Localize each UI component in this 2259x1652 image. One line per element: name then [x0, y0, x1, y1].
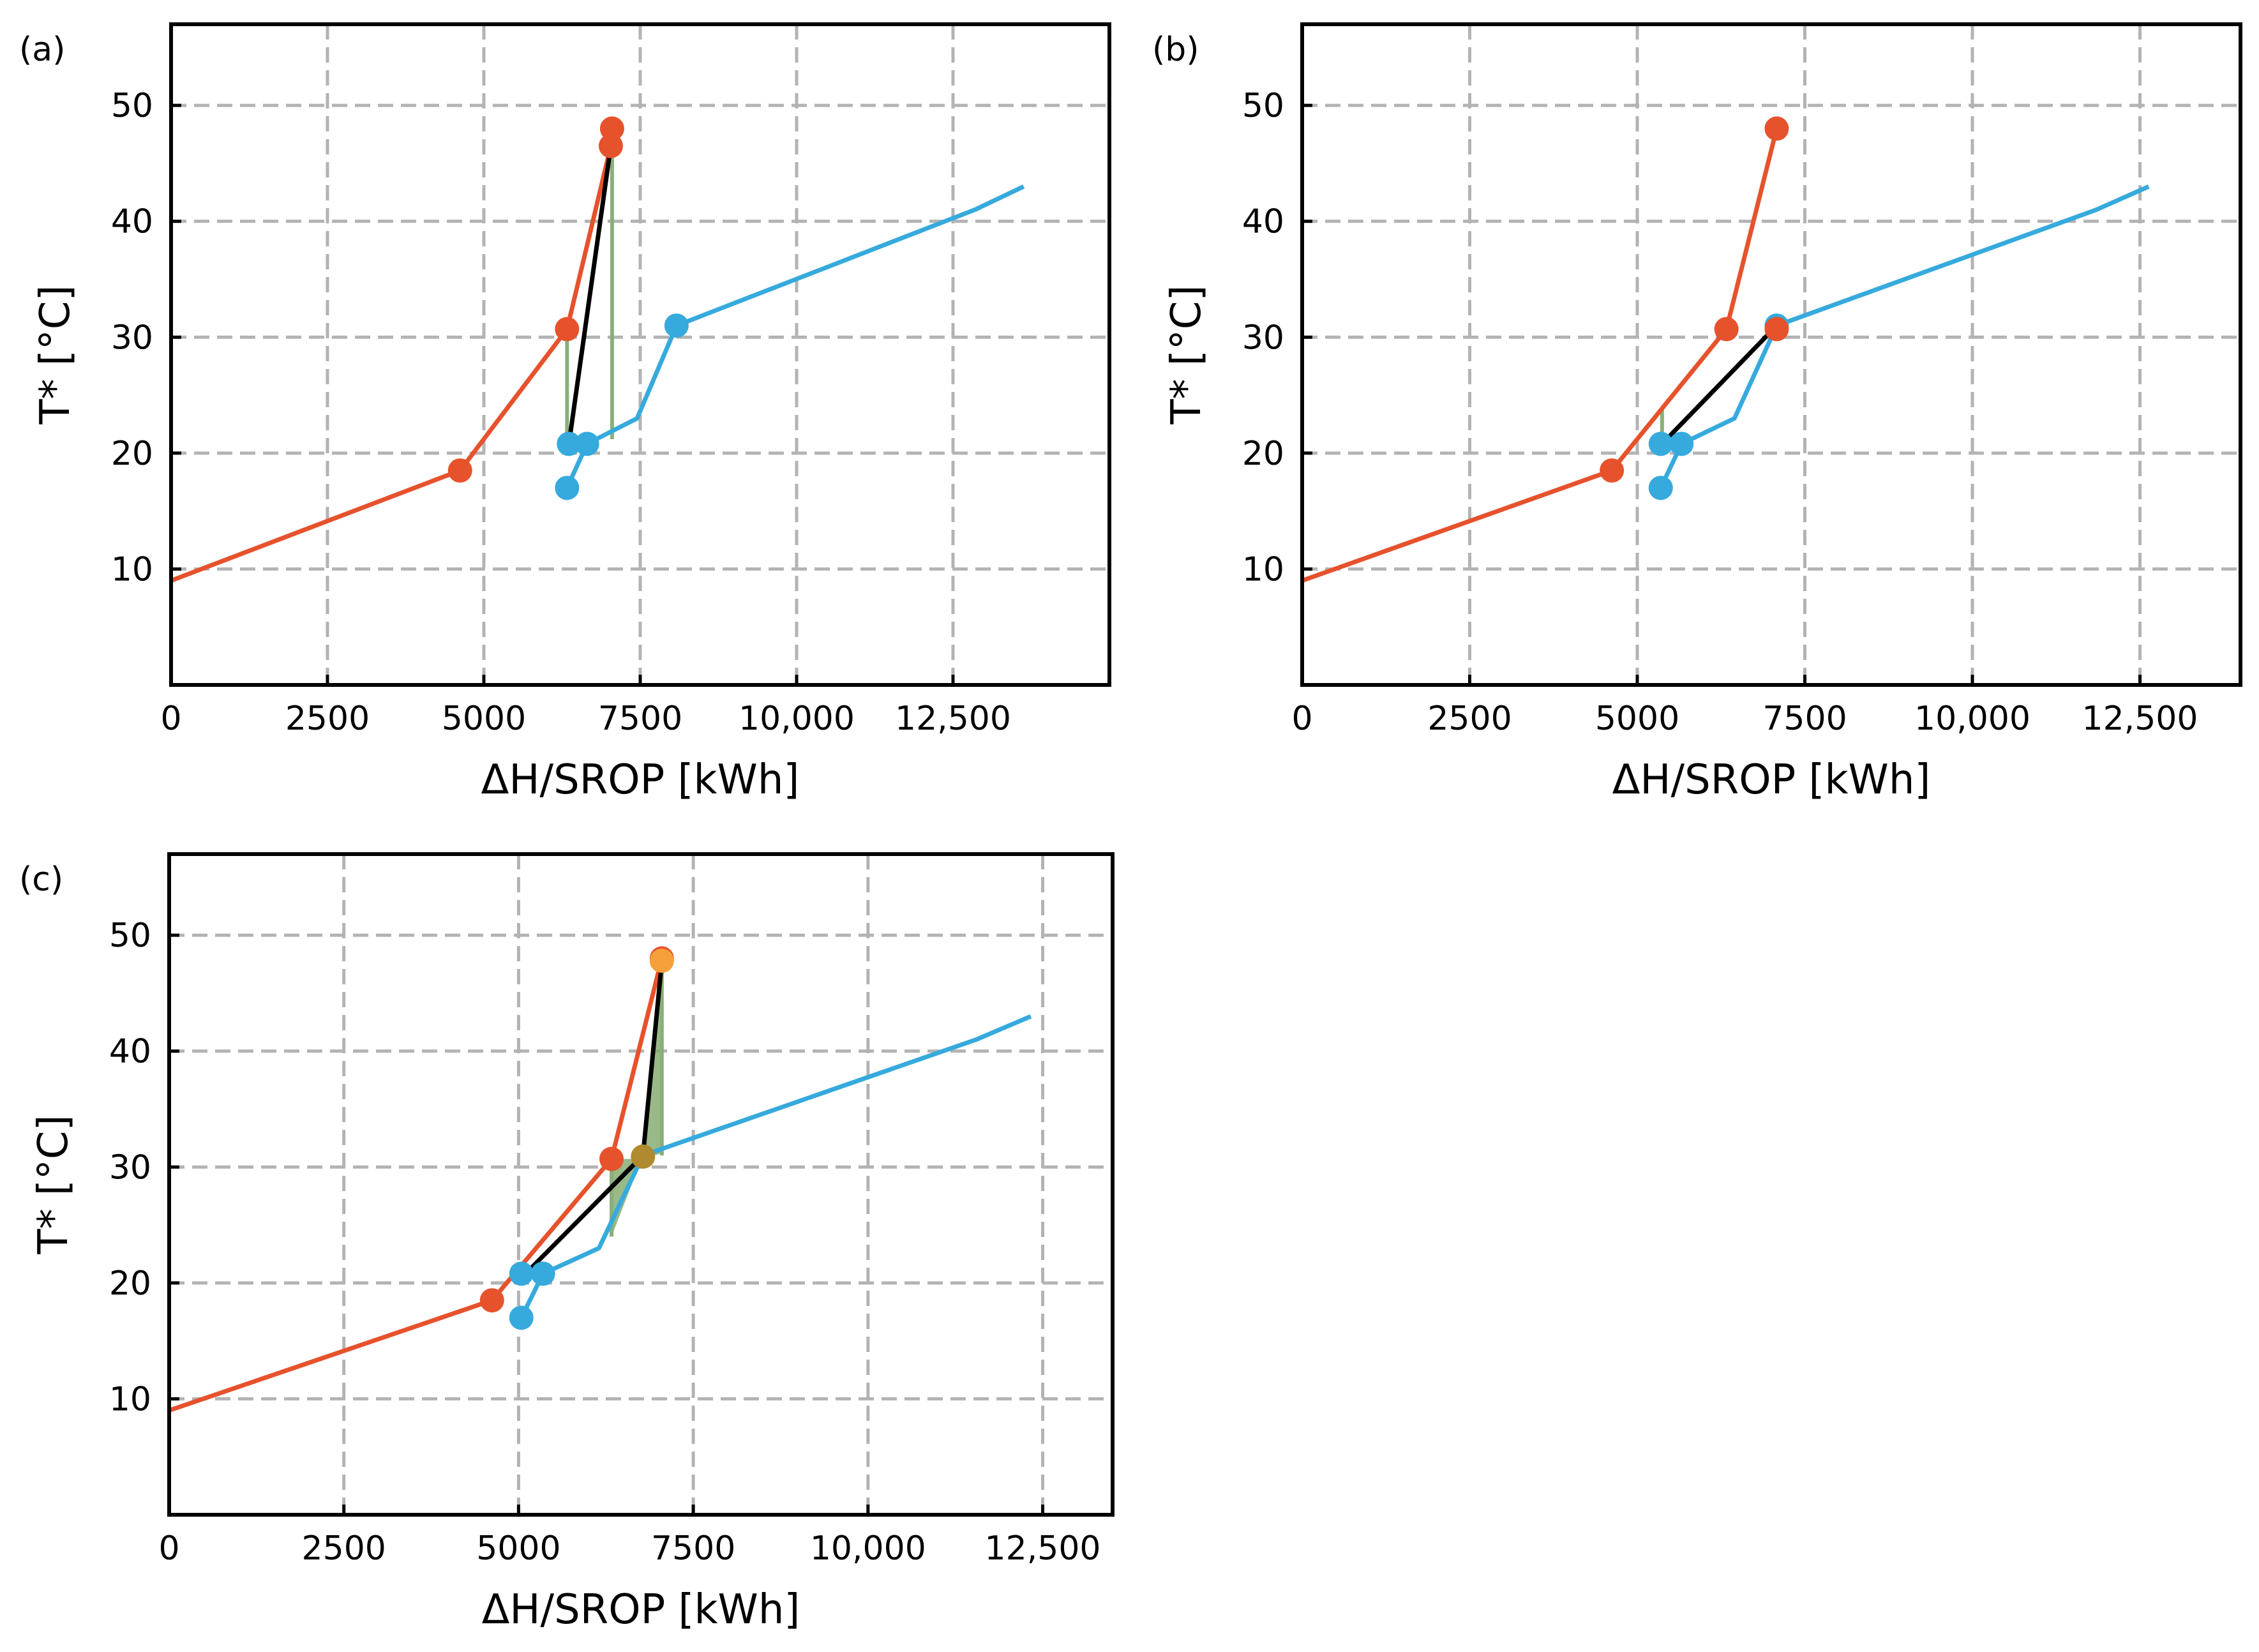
y-axis-label: T* [°C]: [30, 1115, 77, 1254]
hot-composite-line: [169, 957, 664, 1413]
plot-area: [171, 128, 1025, 583]
y-tick-label: 40: [1242, 203, 1284, 241]
panel-label: (a): [19, 31, 65, 69]
shaded-region: [612, 961, 662, 1237]
chart-panel-2: 0 2500 5000 7500 10,000 12,500 10 20 30 40 50 ΔH/SR…: [1152, 22, 2242, 804]
y-tick-label: 20: [111, 435, 153, 473]
y-axis-label: T* [°C]: [1163, 285, 1210, 424]
x-axis-label: ΔH/SROP [kWh]: [482, 1586, 800, 1633]
cold-composite-marker: [574, 432, 599, 456]
highlight-marker: [649, 949, 674, 973]
y-tick-label: 10: [1242, 550, 1284, 589]
y-tick-label: 20: [109, 1265, 151, 1303]
x-tick-label: 5000: [1595, 700, 1679, 738]
y-tick-label: 30: [1242, 319, 1284, 357]
cold-composite-marker: [555, 476, 580, 500]
y-axis-label: T* [°C]: [32, 285, 79, 424]
x-axis-label: ΔH/SROP [kWh]: [1612, 756, 1931, 804]
x-tick-label: 2500: [1427, 700, 1512, 738]
x-tick-label: 7500: [598, 700, 682, 738]
cold-composite-marker: [1669, 432, 1694, 456]
y-tick-label: 20: [1242, 435, 1284, 473]
y-tick-label: 50: [1242, 87, 1284, 125]
plot-area: [1302, 128, 2150, 583]
x-tick-label: 7500: [1762, 700, 1847, 738]
x-tick-label: 12,500: [985, 1529, 1101, 1568]
panel-label: (c): [19, 860, 63, 899]
y-tick-label: 30: [111, 319, 153, 357]
cold-composite-marker: [664, 313, 689, 338]
hot-composite-marker: [479, 1288, 504, 1313]
chart-panel-3: 0 2500 5000 7500 10,000 12,500 10 20 30 40 50 ΔH/SR…: [19, 852, 1114, 1633]
panel-label: (b): [1152, 31, 1199, 69]
x-tick-label: 10,000: [810, 1529, 926, 1568]
hot-composite-marker: [555, 317, 580, 342]
cold-composite-marker: [1648, 432, 1673, 456]
y-tick-label: 10: [109, 1380, 151, 1418]
x-axis-label: ΔH/SROP [kWh]: [481, 756, 800, 804]
x-tick-label: 2500: [302, 1529, 386, 1568]
axes-frame: [167, 852, 1114, 1517]
x-tick-label: 0: [160, 700, 181, 738]
hot-composite-marker: [598, 133, 623, 158]
y-tick-label: 40: [111, 203, 153, 241]
hot-composite-marker: [599, 116, 624, 141]
hot-composite-marker: [599, 1146, 624, 1171]
axes-frame: [1300, 22, 2242, 687]
x-tick-label: 2500: [285, 700, 370, 738]
x-tick-label: 12,500: [2082, 700, 2198, 738]
x-tick-label: 0: [158, 1529, 179, 1568]
hot-composite-line: [171, 128, 615, 583]
cold-composite-marker: [1648, 476, 1673, 500]
hot-composite-line: [1302, 128, 1779, 583]
x-tick-label: 7500: [651, 1529, 735, 1568]
hot-composite-marker: [1764, 116, 1789, 141]
connection-line: [566, 146, 613, 444]
x-tick-label: 5000: [442, 700, 526, 738]
connection-line: [523, 961, 664, 1275]
x-tick-label: 12,500: [895, 700, 1011, 738]
y-tick-label: 10: [111, 550, 153, 589]
y-tick-label: 40: [109, 1033, 151, 1071]
y-tick-label: 50: [111, 87, 153, 125]
x-tick-label: 10,000: [739, 700, 855, 738]
y-tick-label: 30: [109, 1148, 151, 1187]
hot-composite-marker: [447, 458, 472, 483]
connection-line: [1660, 324, 1778, 446]
cold-composite-marker: [509, 1305, 534, 1330]
x-tick-label: 0: [1291, 700, 1312, 738]
chart-panel-1: 0 2500 5000 7500 10,000 12,500 10 20 30 40 50 ΔH/SR…: [19, 22, 1111, 804]
highlight-marker: [631, 1144, 656, 1169]
highlight-marker: [1764, 317, 1789, 342]
cold-composite-marker: [557, 432, 582, 456]
y-tick-label: 50: [109, 917, 151, 955]
hot-composite-marker: [1600, 458, 1625, 483]
x-tick-label: 10,000: [1914, 700, 2030, 738]
x-tick-label: 5000: [476, 1529, 560, 1568]
cold-composite-marker: [509, 1261, 534, 1286]
plot-area: [169, 957, 1032, 1413]
cold-composite-marker: [530, 1261, 555, 1286]
hot-composite-marker: [1714, 317, 1739, 342]
